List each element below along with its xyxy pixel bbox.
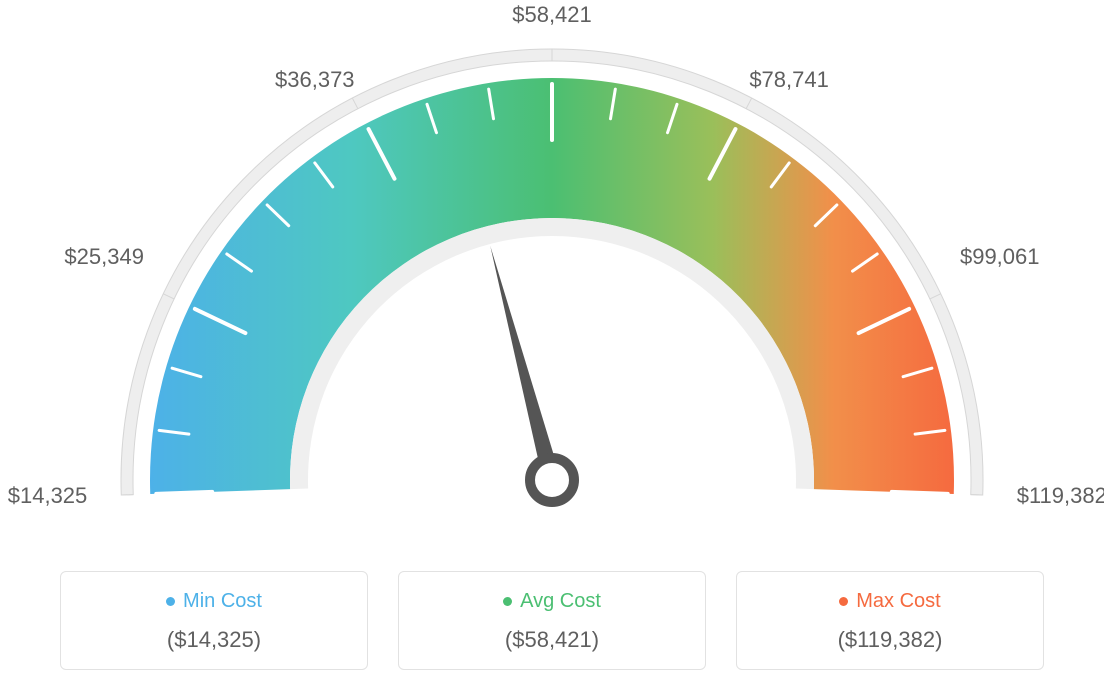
legend: Min Cost ($14,325) Avg Cost ($58,421) Ma…	[60, 571, 1044, 670]
legend-value: ($58,421)	[409, 627, 695, 653]
gauge-chart: $14,325 $25,349 $36,373 $58,421 $78,741 $99,0…	[0, 0, 1104, 560]
legend-card-max: Max Cost ($119,382)	[736, 571, 1044, 670]
legend-value: ($119,382)	[747, 627, 1033, 653]
gauge-tick-label: $14,325	[8, 483, 88, 509]
legend-label: Avg Cost	[520, 590, 601, 613]
gauge-tick-label: $99,061	[960, 244, 1040, 270]
legend-title-avg: Avg Cost	[503, 590, 601, 613]
legend-dot-icon	[839, 597, 848, 606]
legend-label: Max Cost	[856, 590, 940, 613]
gauge-tick-label: $25,349	[64, 244, 144, 270]
gauge-tick-label: $36,373	[275, 67, 355, 93]
legend-dot-icon	[503, 597, 512, 606]
legend-value: ($14,325)	[71, 627, 357, 653]
gauge-tick-label: $119,382	[1017, 483, 1104, 509]
legend-label: Min Cost	[183, 590, 262, 613]
legend-title-min: Min Cost	[166, 590, 262, 613]
legend-title-max: Max Cost	[839, 590, 940, 613]
chart-container: $14,325 $25,349 $36,373 $58,421 $78,741 $99,0…	[0, 0, 1104, 690]
legend-card-avg: Avg Cost ($58,421)	[398, 571, 706, 670]
gauge-tick-label: $78,741	[749, 67, 829, 93]
gauge-tick-label: $58,421	[512, 2, 592, 28]
legend-dot-icon	[166, 597, 175, 606]
legend-card-min: Min Cost ($14,325)	[60, 571, 368, 670]
